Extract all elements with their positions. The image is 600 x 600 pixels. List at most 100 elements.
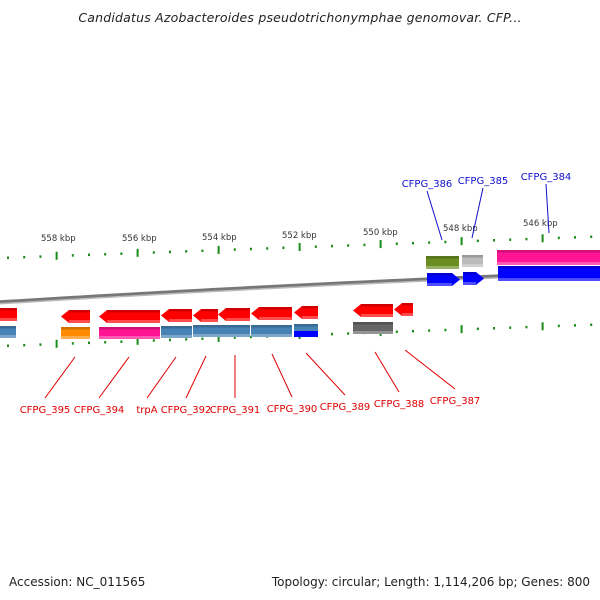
gene-highlight xyxy=(361,304,393,307)
gene-lowlight xyxy=(463,282,476,285)
minor-tick xyxy=(233,248,236,251)
gene-highlight xyxy=(0,326,16,329)
gene-highlight xyxy=(353,322,393,325)
minor-tick xyxy=(331,332,333,336)
cds-bar[interactable] xyxy=(353,322,393,334)
reverse-gene-arrow[interactable] xyxy=(161,309,192,322)
leader-line xyxy=(185,355,207,399)
gene-lowlight xyxy=(0,318,17,321)
cds-bar[interactable] xyxy=(497,250,600,265)
cds-bar[interactable] xyxy=(61,327,90,339)
minor-tick xyxy=(574,236,576,239)
minor-tick xyxy=(7,256,9,259)
minor-tick xyxy=(120,340,123,343)
minor-tick xyxy=(395,242,398,246)
cds-bar[interactable] xyxy=(462,255,483,267)
gene-label-reverse[interactable]: CFPG_392 xyxy=(161,405,212,416)
cds-bar-forward[interactable] xyxy=(294,331,318,337)
gene-highlight xyxy=(107,310,160,313)
minor-tick xyxy=(525,237,528,241)
gene-label-reverse[interactable]: CFPG_389 xyxy=(320,402,371,413)
reverse-gene-arrow[interactable] xyxy=(99,310,160,323)
gene-highlight xyxy=(61,327,90,330)
cds-bar[interactable] xyxy=(193,325,250,337)
gene-label-forward[interactable]: CFPG_386 xyxy=(402,179,453,190)
minor-tick xyxy=(444,328,447,332)
gene-highlight xyxy=(259,307,292,310)
reverse-gene-arrow[interactable] xyxy=(294,306,318,319)
minor-tick xyxy=(314,245,317,248)
gene-highlight xyxy=(69,310,90,313)
forward-gene-arrow[interactable] xyxy=(427,273,460,286)
gene-highlight xyxy=(462,255,483,258)
gene-lowlight xyxy=(193,334,250,337)
minor-tick xyxy=(88,341,90,345)
gene-lowlight xyxy=(498,278,600,281)
reverse-gene-arrow[interactable] xyxy=(218,308,250,321)
minor-tick xyxy=(185,250,188,253)
minor-tick xyxy=(88,253,90,257)
major-tick xyxy=(55,339,58,348)
cds-bar[interactable] xyxy=(0,326,16,338)
cds-bar[interactable] xyxy=(251,325,292,337)
minor-tick xyxy=(23,343,26,347)
gene-lowlight xyxy=(302,316,318,319)
gene-lowlight xyxy=(107,320,160,323)
gene-label-reverse[interactable]: CFPG_394 xyxy=(74,405,125,416)
gene-label-reverse[interactable]: CFPG_388 xyxy=(374,399,425,410)
cds-bar[interactable] xyxy=(99,327,160,339)
minor-tick xyxy=(169,250,171,254)
minor-tick xyxy=(152,339,155,342)
minor-tick xyxy=(509,238,512,241)
gene-lowlight xyxy=(251,334,292,337)
reverse-gene-arrow[interactable] xyxy=(0,308,17,321)
minor-tick xyxy=(250,247,252,251)
minor-tick xyxy=(347,332,350,335)
gene-lowlight xyxy=(361,314,393,317)
minor-tick xyxy=(557,324,560,328)
scale-label: 552 kbp xyxy=(282,231,317,241)
genome-summary-text: Topology: circular; Length: 1,114,206 bp… xyxy=(271,575,590,589)
gene-label-reverse[interactable]: CFPG_391 xyxy=(210,405,261,416)
leader-line xyxy=(98,356,130,399)
minor-tick xyxy=(363,243,366,247)
minor-tick xyxy=(347,244,350,247)
major-tick xyxy=(541,322,544,331)
minor-tick xyxy=(23,255,26,259)
minor-tick xyxy=(444,240,447,244)
major-tick xyxy=(217,245,220,254)
minor-tick xyxy=(250,335,252,339)
reverse-gene-arrow[interactable] xyxy=(193,309,218,322)
major-tick xyxy=(136,336,139,345)
gene-highlight xyxy=(201,309,218,312)
leader-line xyxy=(271,353,293,398)
gene-lowlight xyxy=(99,336,160,339)
gene-highlight xyxy=(0,308,17,311)
gene-label-reverse[interactable]: CFPG_390 xyxy=(267,404,318,415)
cds-bar[interactable] xyxy=(426,256,459,269)
leader-line xyxy=(404,349,456,390)
reverse-gene-arrow[interactable] xyxy=(251,307,292,320)
gene-label-reverse[interactable]: trpA xyxy=(136,405,157,416)
reverse-gene-arrow[interactable] xyxy=(61,310,90,323)
gene-label-reverse[interactable]: CFPG_395 xyxy=(20,405,71,416)
forward-gene-arrow[interactable] xyxy=(498,266,600,281)
gene-highlight xyxy=(193,325,250,328)
minor-tick xyxy=(39,343,42,346)
gene-lowlight xyxy=(69,320,90,323)
scale-label: 548 kbp xyxy=(443,224,478,234)
cds-bar[interactable] xyxy=(161,326,192,338)
major-tick xyxy=(541,234,544,243)
reverse-gene-arrow[interactable] xyxy=(353,304,393,317)
gene-label-forward[interactable]: CFPG_384 xyxy=(521,172,572,183)
forward-gene-arrow[interactable] xyxy=(463,272,484,285)
gene-label-forward[interactable]: CFPG_385 xyxy=(458,176,509,187)
leader-line xyxy=(305,352,346,396)
gene-lowlight xyxy=(226,318,250,321)
reverse-gene-arrow[interactable] xyxy=(394,303,413,316)
minor-tick xyxy=(557,236,560,240)
gene-highlight xyxy=(99,327,160,330)
gene-label-reverse[interactable]: CFPG_387 xyxy=(430,396,481,407)
gene-highlight xyxy=(497,250,600,253)
